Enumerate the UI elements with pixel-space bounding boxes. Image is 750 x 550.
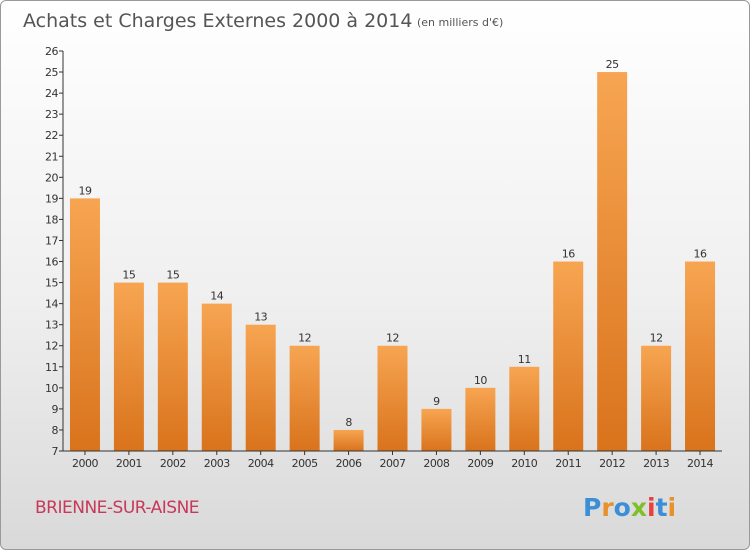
x-tick-label: 2002	[160, 457, 186, 470]
y-tick-label: 24	[45, 87, 58, 100]
bar-2014	[685, 261, 716, 451]
y-tick-label: 10	[45, 382, 58, 395]
x-tick-label: 2001	[116, 457, 142, 470]
logo-letter: x	[631, 493, 647, 522]
bar-2000	[69, 198, 100, 451]
bar-2012	[597, 72, 628, 451]
bar-2008	[421, 408, 452, 451]
bar-2007	[377, 345, 408, 451]
data-label: 11	[518, 353, 531, 366]
data-label: 15	[166, 269, 179, 282]
bar-2002	[157, 282, 188, 451]
x-tick-label: 2007	[380, 457, 406, 470]
bar-2011	[553, 261, 584, 451]
y-tick-label: 19	[45, 192, 58, 205]
y-tick-label: 21	[45, 150, 58, 163]
bar-2013	[641, 345, 672, 451]
logo-letter: P	[583, 493, 601, 522]
y-tick-label: 16	[45, 256, 58, 269]
bar-2010	[509, 366, 540, 451]
y-tick-label: 22	[45, 129, 58, 142]
logo-letter: r	[601, 493, 614, 522]
x-tick-label: 2005	[292, 457, 318, 470]
data-label: 12	[650, 332, 663, 345]
logo-letter: i	[668, 493, 677, 522]
bar-2009	[465, 387, 496, 451]
x-tick-label: 2006	[336, 457, 362, 470]
data-label: 25	[606, 58, 619, 71]
y-tick-label: 13	[45, 319, 58, 332]
x-tick-label: 2011	[555, 457, 581, 470]
y-tick-label: 14	[45, 298, 58, 311]
x-tick-label: 2012	[599, 457, 625, 470]
logo-letter: t	[656, 493, 668, 522]
x-tick-label: 2014	[687, 457, 713, 470]
x-tick-label: 2008	[423, 457, 449, 470]
data-label: 16	[694, 248, 707, 261]
place-name: BRIENNE-SUR-AISNE	[35, 498, 199, 518]
y-tick-label: 15	[45, 277, 58, 290]
bars: 19 15 15 14 13 12 8 12 9 10 11 16 25 12 16	[69, 58, 716, 451]
x-tick-label: 2003	[204, 457, 230, 470]
chart-unit: (en milliers d'€)	[417, 16, 503, 29]
data-label: 12	[298, 332, 311, 345]
logo-letter: o	[614, 493, 631, 522]
y-tick-label: 26	[45, 45, 58, 58]
y-tick-label: 9	[52, 403, 59, 416]
data-label: 8	[345, 416, 352, 429]
y-tick-label: 17	[45, 234, 58, 247]
data-label: 9	[433, 395, 440, 408]
bar-2004	[245, 324, 276, 451]
y-tick-label: 7	[52, 445, 59, 458]
x-tick-label: 2010	[511, 457, 537, 470]
y-tick-label: 11	[45, 361, 58, 374]
bar-2001	[113, 282, 144, 451]
x-tick-label: 2004	[248, 457, 274, 470]
data-label: 12	[386, 332, 399, 345]
bar-2003	[201, 303, 232, 451]
y-tick-label: 12	[45, 340, 58, 353]
data-label: 16	[562, 248, 575, 261]
bar-2006	[333, 429, 364, 451]
x-axis: 2000 2001 2002 2003 2004 2005 2006 2007 2008 2009…	[63, 450, 722, 470]
y-axis: 7 8 9 10 11 12 13 14 15 16 17 18 19 20 21 22 23 24 25 26	[45, 45, 64, 458]
data-label: 13	[254, 311, 267, 324]
data-label: 10	[474, 374, 487, 387]
x-tick-label: 2013	[643, 457, 669, 470]
y-tick-label: 8	[52, 424, 59, 437]
x-tick-label: 2009	[467, 457, 493, 470]
proxiti-logo: Proxiti	[583, 493, 676, 522]
x-tick-label: 2000	[72, 457, 98, 470]
data-label: 14	[210, 290, 223, 303]
data-label: 19	[78, 184, 91, 197]
chart-title: Achats et Charges Externes 2000 à 2014	[23, 10, 412, 32]
y-tick-label: 20	[45, 171, 58, 184]
data-label: 15	[122, 269, 135, 282]
bar-2005	[289, 345, 320, 451]
y-tick-label: 25	[45, 66, 58, 79]
y-tick-label: 18	[45, 213, 58, 226]
y-tick-label: 23	[45, 108, 58, 121]
logo-letter: i	[647, 493, 656, 522]
